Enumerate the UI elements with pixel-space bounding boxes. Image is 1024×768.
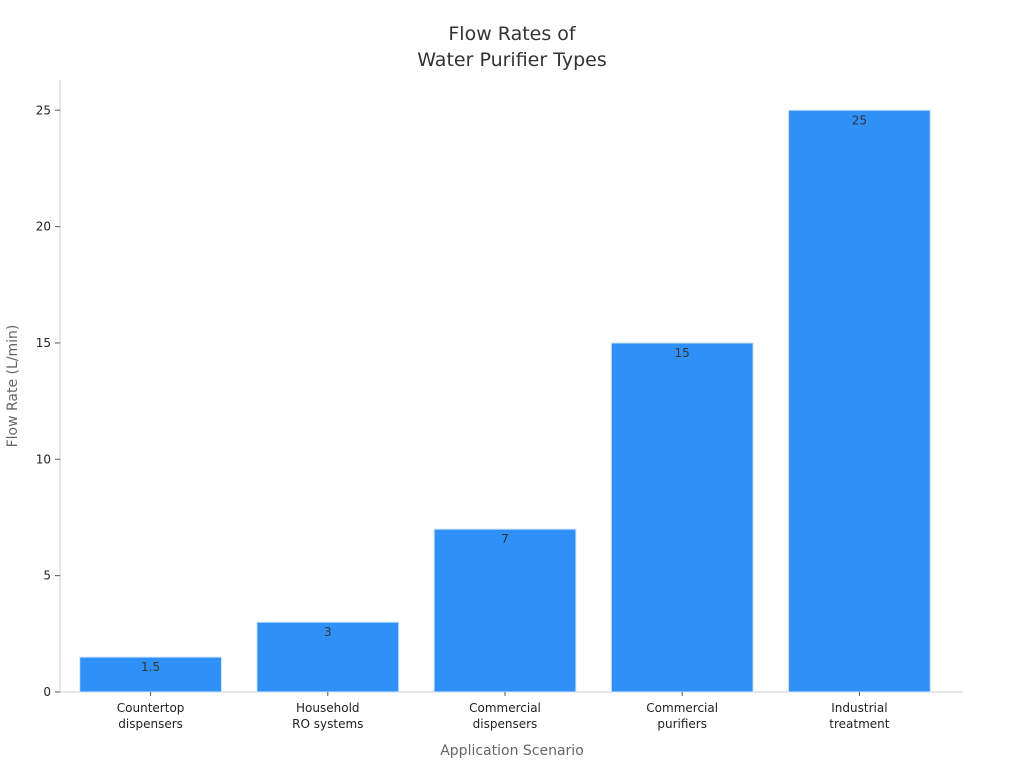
x-tick-label: Industrial	[831, 701, 887, 715]
bars	[79, 109, 931, 693]
x-axis-title: Application Scenario	[440, 743, 584, 759]
y-axis-title: Flow Rate (L/min)	[5, 325, 21, 448]
y-tick-label: 25	[36, 103, 51, 117]
bar	[610, 342, 754, 693]
x-tick-label: dispensers	[473, 717, 538, 731]
bar	[256, 621, 400, 693]
x-tick-label: Household	[296, 701, 360, 715]
bar-value-label: 3	[324, 625, 332, 639]
chart-title-line: Water Purifier Types	[417, 49, 607, 71]
y-tick-label: 5	[43, 569, 51, 583]
bar-value-label: 1.5	[141, 660, 160, 674]
y-tick-label: 15	[36, 336, 51, 350]
bar-value-label: 15	[675, 346, 690, 360]
x-tick-label: Commercial	[469, 701, 541, 715]
y-tick-label: 0	[43, 685, 51, 699]
y-tick-label: 10	[36, 452, 51, 466]
bar	[433, 528, 577, 693]
x-tick-label: Countertop	[117, 701, 185, 715]
data-labels: 1.5 3 7 15 25	[141, 113, 867, 674]
x-tick-label: purifiers	[657, 717, 707, 731]
y-axis-ticks: 0 5 10 15 20 25	[36, 103, 60, 699]
x-tick-label: RO systems	[292, 717, 363, 731]
bar	[788, 109, 931, 693]
x-tick-label: dispensers	[118, 717, 183, 731]
bar-value-label: 7	[501, 532, 509, 546]
x-tick-label: treatment	[829, 717, 889, 731]
bar	[79, 656, 222, 693]
y-tick-label: 20	[36, 220, 51, 234]
x-axis-ticks: Countertop dispensers Household RO systems C…	[117, 692, 890, 731]
chart-title-line: Flow Rates of	[448, 23, 577, 45]
chart-title: Flow Rates of Water Purifier Types	[417, 23, 607, 71]
x-tick-label: Commercial	[646, 701, 718, 715]
bar-value-label: 25	[852, 113, 867, 127]
